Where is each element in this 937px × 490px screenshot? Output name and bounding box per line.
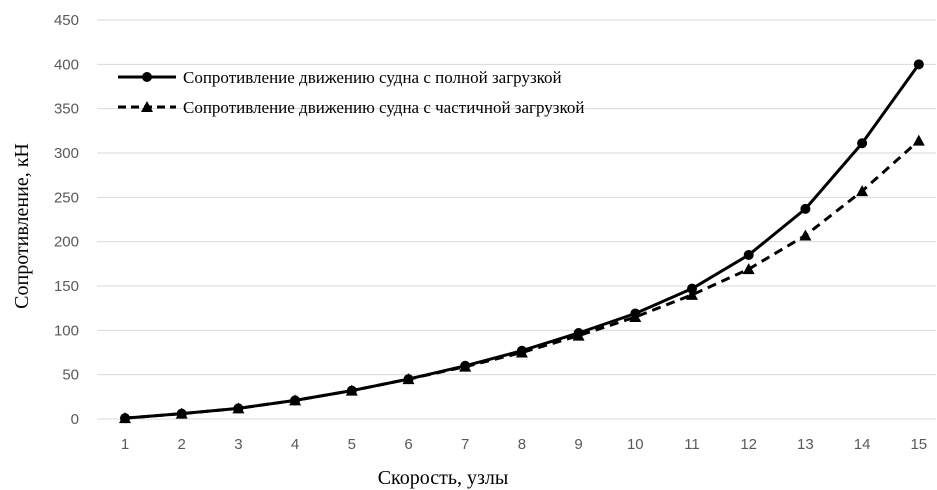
- y-tick-label: 150: [54, 278, 79, 295]
- y-axis-ticks: 0 50 100 150 200 250 300 350 400 450: [54, 12, 79, 428]
- y-tick-label: 250: [54, 189, 79, 206]
- data-point: [402, 373, 415, 385]
- legend-item-partial-load: Сопротивление движению судна с частичной…: [118, 98, 585, 117]
- x-tick-label: 10: [627, 436, 644, 453]
- data-point: [289, 394, 302, 406]
- y-tick-label: 50: [62, 367, 79, 384]
- x-tick-label: 1: [121, 436, 129, 453]
- y-tick-label: 200: [54, 234, 79, 251]
- y-tick-label: 300: [54, 145, 79, 162]
- grid-lines: [97, 19, 936, 420]
- data-point: [687, 283, 697, 294]
- x-tick-label: 2: [178, 436, 186, 453]
- series-line: [124, 139, 920, 420]
- x-tick-label: 14: [854, 436, 871, 453]
- data-point: [232, 402, 245, 414]
- y-tick-label: 400: [54, 56, 79, 73]
- x-tick-label: 9: [574, 436, 582, 453]
- legend-label-full-load: Сопротивление движению судна с полной за…: [183, 68, 562, 87]
- x-axis-ticks: 1 2 3 4 5 6 7 8 9 10 11 12 13 14 15: [121, 436, 927, 453]
- data-point: [119, 412, 131, 424]
- x-tick-label: 4: [291, 436, 299, 453]
- series-layer: [119, 59, 925, 424]
- legend-marker-full-load: [142, 72, 152, 82]
- data-point: [912, 134, 925, 146]
- legend: Сопротивление движению судна с полной за…: [118, 68, 585, 117]
- data-point: [515, 346, 528, 358]
- data-point: [743, 249, 754, 260]
- data-point: [799, 229, 812, 241]
- data-point: [175, 407, 188, 419]
- legend-label-partial-load: Сопротивление движению судна с частичной…: [183, 98, 585, 117]
- legend-item-full-load: Сопротивление движению судна с полной за…: [118, 68, 562, 87]
- x-tick-label: 5: [348, 436, 356, 453]
- x-tick-label: 13: [797, 436, 814, 453]
- y-tick-label: 0: [71, 411, 79, 428]
- data-point: [856, 185, 869, 197]
- x-tick-label: 3: [234, 436, 242, 453]
- data-point: [800, 203, 811, 214]
- data-point: [629, 311, 642, 323]
- legend-marker-partial-load: [141, 101, 153, 112]
- x-tick-label: 8: [518, 436, 526, 453]
- y-tick-label: 100: [54, 322, 79, 339]
- data-point: [913, 59, 924, 70]
- x-tick-label: 7: [461, 436, 469, 453]
- data-point: [572, 329, 585, 341]
- x-axis-title: Скорость, узлы: [378, 467, 509, 489]
- x-tick-label: 11: [684, 436, 700, 453]
- x-tick-label: 15: [910, 436, 927, 453]
- data-point: [857, 138, 868, 149]
- data-point: [345, 384, 358, 396]
- x-tick-label: 6: [404, 436, 412, 453]
- data-point: [686, 288, 698, 300]
- y-tick-label: 450: [54, 12, 79, 29]
- y-axis-title: Сопротивление, кН: [11, 143, 33, 309]
- series-partial-load: [119, 134, 925, 424]
- data-point: [459, 360, 472, 372]
- x-tick-label: 12: [740, 436, 757, 453]
- y-tick-label: 350: [54, 101, 79, 118]
- data-point: [742, 263, 755, 275]
